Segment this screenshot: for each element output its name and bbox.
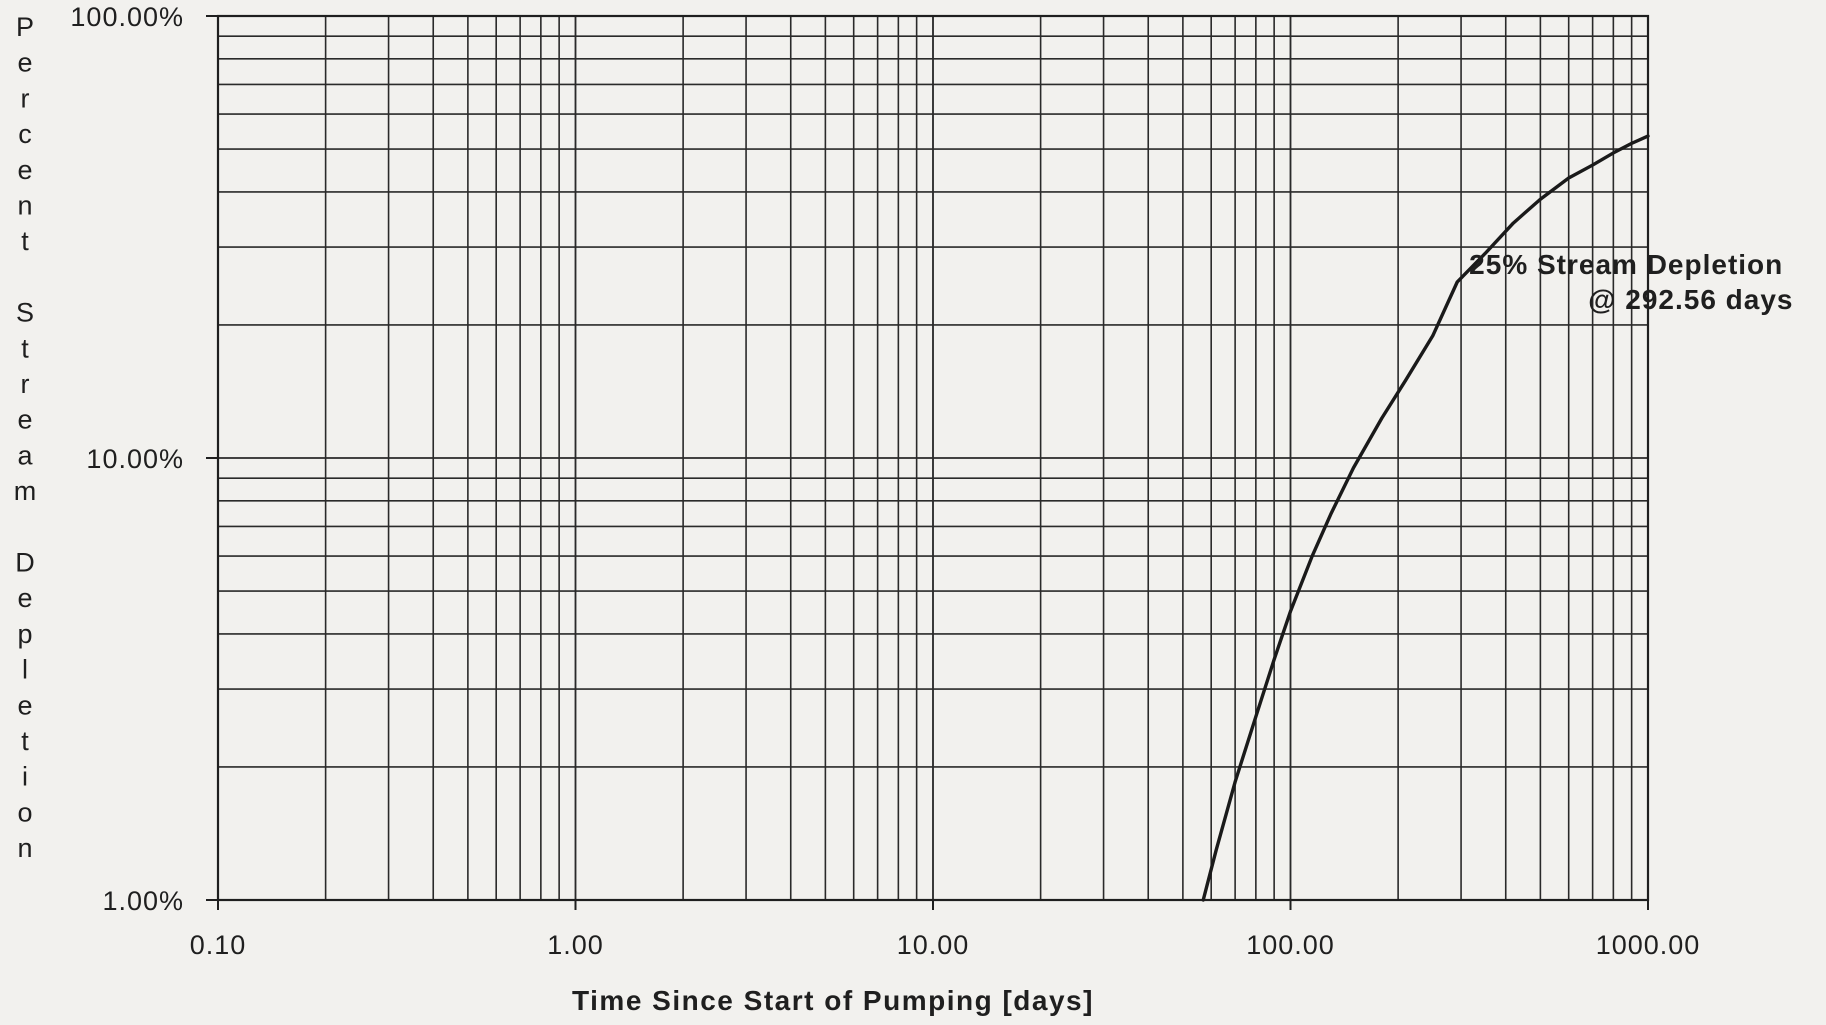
series-layer xyxy=(1201,134,1650,902)
axis-labels: 0.10 1.00 10.00 100.00 1000.00 1.00% 10.00% 100… xyxy=(14,2,1701,1016)
x-tick-label-2: 10.00 xyxy=(897,930,970,960)
x-tick-label-0: 0.10 xyxy=(190,930,247,960)
series-line-0 xyxy=(1201,134,1650,902)
y-axis-label-char-3: c xyxy=(18,119,32,149)
x-tick-label-3: 100.00 xyxy=(1246,930,1335,960)
y-axis-label-char-23: n xyxy=(17,833,32,863)
y-axis-label-char-0: P xyxy=(16,12,34,42)
annotations: 25% Stream Depletion @ 292.56 days xyxy=(1469,249,1793,315)
y-axis-label-char-7 xyxy=(21,262,29,292)
y-axis-label-char-1: e xyxy=(17,48,32,78)
y-axis-label-char-13: m xyxy=(14,476,37,506)
annotation-line2-0: @ 292.56 days xyxy=(1588,284,1793,315)
y-axis-label-char-9: t xyxy=(21,333,29,363)
y-axis-label-char-14 xyxy=(21,512,29,542)
x-axis-label: Time Since Start of Pumping [days] xyxy=(572,985,1094,1016)
y-axis-label-char-8: S xyxy=(16,298,34,328)
y-axis-label-char-6: t xyxy=(21,226,29,256)
x-tick-label-1: 1.00 xyxy=(547,930,604,960)
y-axis-label-char-10: r xyxy=(21,369,30,399)
y-tick-label-1: 10.00% xyxy=(86,444,184,474)
axis-ticks xyxy=(206,15,1649,910)
y-axis-label-char-17: p xyxy=(17,619,32,649)
y-axis-label-char-18: l xyxy=(22,655,28,685)
y-axis-label-char-15: D xyxy=(15,548,35,578)
grid-lines xyxy=(217,15,1649,901)
y-axis-label-char-21: i xyxy=(22,762,28,792)
annotation-line1-0: 25% Stream Depletion xyxy=(1469,249,1783,280)
y-axis-label-char-19: e xyxy=(17,690,32,720)
y-axis-label-char-11: e xyxy=(17,405,32,435)
y-axis-label-char-5: n xyxy=(17,191,32,221)
y-tick-label-0: 1.00% xyxy=(102,886,184,916)
y-tick-label-2: 100.00% xyxy=(70,2,184,32)
y-axis-label-char-4: e xyxy=(17,155,32,185)
x-tick-label-4: 1000.00 xyxy=(1596,930,1701,960)
y-axis-label-char-2: r xyxy=(21,83,30,113)
y-axis-label-char-22: o xyxy=(17,797,32,827)
y-axis-label-char-16: e xyxy=(17,583,32,613)
y-axis-label-char-12: a xyxy=(17,440,33,470)
y-axis-label-char-20: t xyxy=(21,726,29,756)
